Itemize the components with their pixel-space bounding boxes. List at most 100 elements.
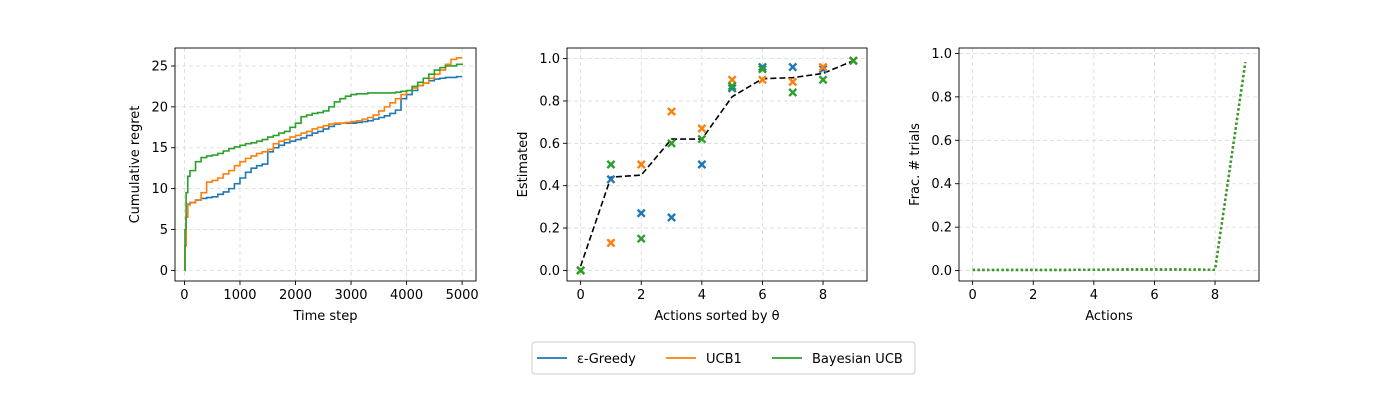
y-tick-label: 5 xyxy=(160,223,168,238)
scatter-point xyxy=(788,77,798,87)
marker-stroke xyxy=(788,77,798,87)
axes-frame xyxy=(174,47,477,282)
marker-stroke xyxy=(788,62,798,72)
scatter-point xyxy=(818,75,828,85)
scatter-point xyxy=(697,160,707,169)
y-tick-label: 0.8 xyxy=(931,90,952,105)
scatter-point xyxy=(697,134,707,144)
series-line xyxy=(184,57,463,272)
marker-stroke xyxy=(788,88,798,97)
marker-stroke xyxy=(727,81,737,91)
series-line xyxy=(972,61,1247,272)
series-line xyxy=(972,61,1247,272)
legend-entry: ε-Greedy xyxy=(537,352,636,367)
marker-stroke xyxy=(758,64,767,74)
marker-stroke xyxy=(697,160,707,169)
x-axis-label: Time step xyxy=(292,309,357,324)
y-tick-label: 1.0 xyxy=(931,47,952,62)
x-tick-label: 0 xyxy=(968,288,976,303)
series-line xyxy=(972,61,1247,272)
scatter-point xyxy=(636,208,646,218)
x-tick-label: 2 xyxy=(1029,288,1037,303)
scatter-point xyxy=(697,124,707,133)
marker-stroke xyxy=(758,62,767,72)
marker-stroke xyxy=(758,75,767,85)
axes-frame xyxy=(566,47,868,282)
y-tick-label: 0.6 xyxy=(931,134,952,149)
scatter-point xyxy=(818,64,828,74)
x-tick-label: 4 xyxy=(1090,288,1098,303)
scatter-point xyxy=(848,56,858,66)
y-tick-label: 0.4 xyxy=(931,177,952,192)
chart-2: 0 2 4 6 8 0.0 0.2 0.4 0.6 0.8 1.0 Actions sorted by… xyxy=(516,47,868,324)
x-tick-label: 2 xyxy=(637,288,645,303)
chart-3: 0 2 4 6 8 0.0 0.2 0.4 0.6 0.8 1.0 Actions Frac. # tr… xyxy=(908,47,1260,324)
marker-stroke xyxy=(667,138,676,148)
marker-stroke xyxy=(818,75,828,85)
scatter-point xyxy=(667,138,676,148)
scatter-point xyxy=(606,174,616,184)
x-tick-label: 4000 xyxy=(390,288,423,303)
marker-stroke xyxy=(636,208,646,218)
y-tick-label: 0.4 xyxy=(539,179,560,194)
y-tick-label: 15 xyxy=(151,141,168,156)
y-tick-label: 0.2 xyxy=(539,222,560,237)
x-axis-label: Actions xyxy=(1085,309,1133,324)
x-axis-label: Actions sorted by θ xyxy=(654,309,779,324)
scatter-point xyxy=(727,83,737,93)
y-tick-label: 0.0 xyxy=(931,264,952,279)
x-tick-label: 0 xyxy=(576,288,584,303)
scatter-point xyxy=(667,213,676,222)
marker-stroke xyxy=(667,213,676,222)
marker-stroke xyxy=(636,160,646,169)
scatter-point xyxy=(788,62,798,72)
legend-label: ε-Greedy xyxy=(577,352,636,367)
y-tick-label: 0.2 xyxy=(931,221,952,236)
x-tick-label: 0 xyxy=(180,288,188,303)
series-line xyxy=(184,63,463,272)
x-tick-label: 6 xyxy=(758,288,766,303)
y-tick-label: 20 xyxy=(151,100,168,115)
plot-area xyxy=(972,61,1247,272)
x-tick-label: 3000 xyxy=(334,288,367,303)
y-tick-label: 25 xyxy=(151,59,168,74)
marker-stroke xyxy=(697,134,707,144)
marker-stroke xyxy=(848,56,858,66)
scatter-point xyxy=(758,62,767,72)
series-line xyxy=(184,75,463,272)
marker-stroke xyxy=(576,265,586,275)
y-axis-label: Estimated xyxy=(516,132,531,198)
x-tick-label: 1000 xyxy=(223,288,256,303)
marker-stroke xyxy=(818,62,828,72)
y-tick-label: 1.0 xyxy=(539,52,560,67)
x-tick-label: 2000 xyxy=(279,288,312,303)
marker-stroke xyxy=(727,83,737,93)
legend-label: UCB1 xyxy=(706,352,742,367)
x-tick-label: 4 xyxy=(698,288,706,303)
marker-stroke xyxy=(606,238,616,248)
y-axis-label: Frac. # trials xyxy=(908,123,923,206)
legend-entry: UCB1 xyxy=(666,352,742,367)
x-tick-label: 8 xyxy=(1211,288,1219,303)
y-tick-label: 0.0 xyxy=(539,264,560,279)
y-tick-label: 10 xyxy=(151,182,168,197)
x-tick-label: 5000 xyxy=(446,288,479,303)
x-tick-label: 6 xyxy=(1150,288,1158,303)
chart-1: 0 1000 2000 3000 4000 5000 0 5 10 15 20 25 Time step… xyxy=(128,47,479,324)
scatter-point xyxy=(818,62,828,72)
scatter-point xyxy=(758,64,767,74)
scatter-point xyxy=(636,160,646,169)
scatter-point xyxy=(788,88,798,97)
scatter-point xyxy=(636,234,646,244)
plot-area xyxy=(184,57,463,272)
legend-box xyxy=(531,341,916,375)
scatter-point xyxy=(758,75,767,85)
x-tick-label: 8 xyxy=(819,288,827,303)
axes-frame xyxy=(958,47,1260,282)
y-tick-label: 0.8 xyxy=(539,94,560,109)
marker-stroke xyxy=(606,160,616,169)
scatter-point xyxy=(576,265,586,275)
plot-area xyxy=(576,56,858,275)
scatter-point xyxy=(606,238,616,248)
